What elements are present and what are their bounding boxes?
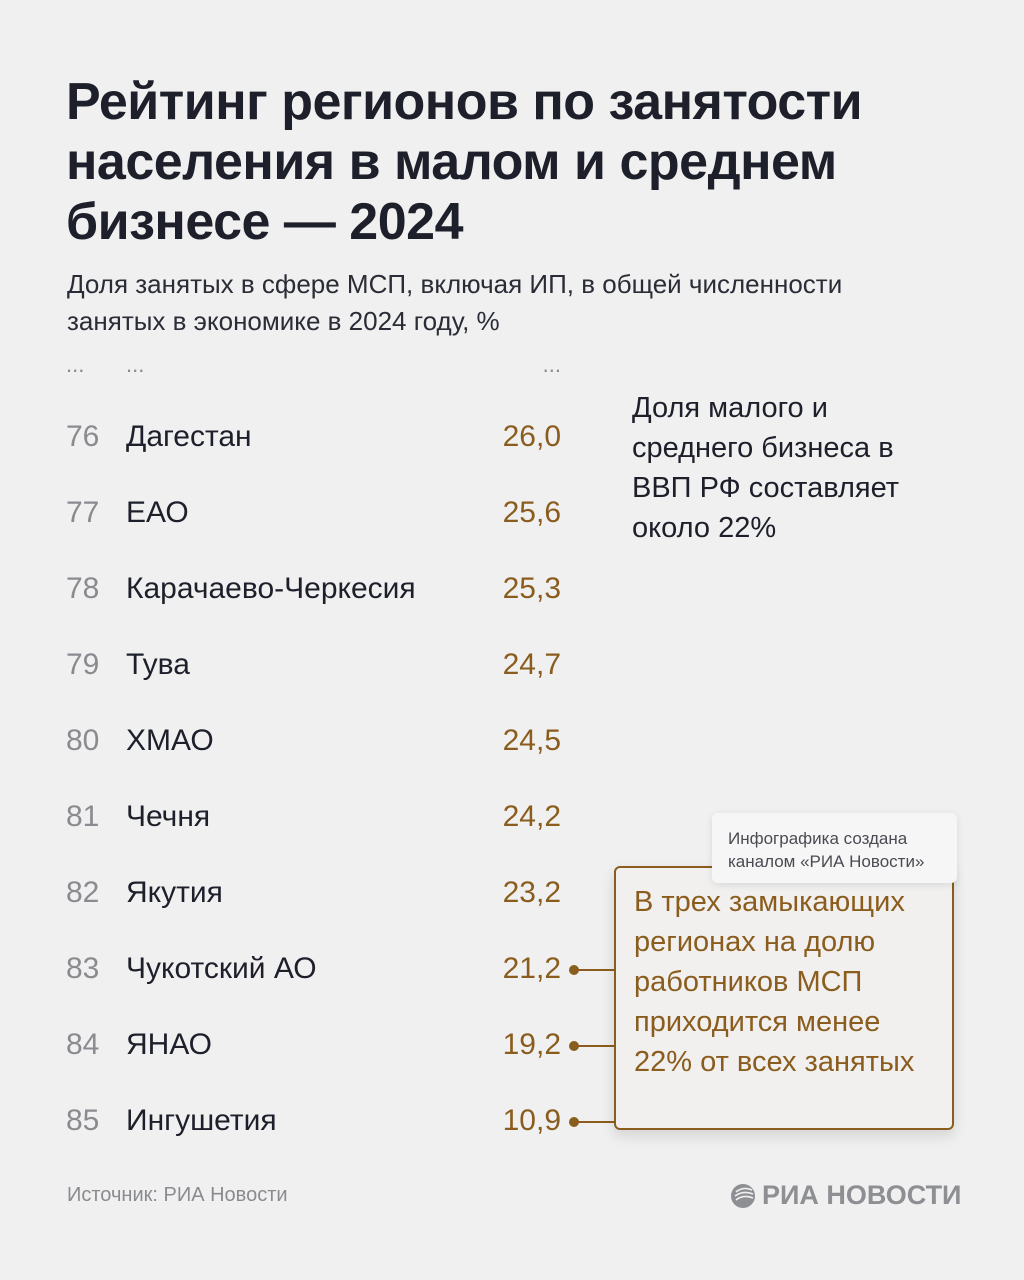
row-rank: 82 bbox=[66, 876, 100, 909]
connector-dot bbox=[569, 1117, 579, 1127]
ellipsis-value: ... bbox=[542, 352, 561, 377]
source: Источник: РИА Новости bbox=[67, 1184, 288, 1206]
row-value: 21,2 bbox=[502, 952, 561, 985]
row-value: 23,2 bbox=[502, 876, 561, 909]
row-region: Дагестан bbox=[126, 420, 252, 453]
row-value: 19,2 bbox=[502, 1028, 561, 1061]
side-note: Доля малого и среднего бизнеса в ВВП РФ … bbox=[632, 392, 900, 544]
ellipsis-name: ... bbox=[126, 352, 145, 377]
ria-logo: РИА НОВОСТИ bbox=[730, 1180, 961, 1211]
connector-85 bbox=[569, 1117, 615, 1127]
table-row: 85 Ингушетия 10,9 bbox=[0, 1104, 600, 1144]
table-row: 76 Дагестан 26,0 bbox=[0, 420, 600, 460]
row-value: 10,9 bbox=[502, 1104, 561, 1137]
connector-83 bbox=[569, 965, 615, 975]
page-title: Рейтинг регионов по занятости населения … bbox=[66, 73, 863, 251]
row-region: Тува bbox=[126, 648, 190, 681]
row-value: 25,3 bbox=[502, 572, 561, 605]
row-rank: 80 bbox=[66, 724, 100, 757]
row-value: 24,7 bbox=[502, 648, 561, 681]
connector-dot bbox=[569, 1041, 579, 1051]
table-row: 83 Чукотский АО 21,2 bbox=[0, 952, 600, 992]
row-rank: 85 bbox=[66, 1104, 100, 1137]
row-region: Ингушетия bbox=[126, 1104, 277, 1137]
watermark-note: Инфографика создана каналом «РИА Новости… bbox=[712, 813, 957, 883]
table-row: 80 ХМАО 24,5 bbox=[0, 724, 600, 764]
row-region: ЕАО bbox=[126, 496, 189, 529]
ellipsis-row: ... ... ... bbox=[0, 352, 600, 392]
table-row: 84 ЯНАО 19,2 bbox=[0, 1028, 600, 1068]
connector-dot bbox=[569, 965, 579, 975]
row-region: Карачаево-Черкесия bbox=[126, 572, 416, 605]
table-row: 81 Чечня 24,2 bbox=[0, 800, 600, 840]
row-value: 26,0 bbox=[502, 420, 561, 453]
row-rank: 78 bbox=[66, 572, 100, 605]
row-value: 24,5 bbox=[502, 724, 561, 757]
ria-logo-icon bbox=[731, 1183, 755, 1208]
subtitle: Доля занятых в сфере МСП, включая ИП, в … bbox=[67, 269, 843, 336]
callout-text: В трех замыкающих регионах на долю работ… bbox=[634, 886, 915, 1078]
row-rank: 79 bbox=[66, 648, 100, 681]
row-region: Якутия bbox=[126, 876, 223, 909]
row-rank: 84 bbox=[66, 1028, 100, 1061]
table-row: 82 Якутия 23,2 bbox=[0, 876, 600, 916]
table-row: 78 Карачаево-Черкесия 25,3 bbox=[0, 572, 600, 612]
row-region: Чукотский АО bbox=[126, 952, 317, 985]
row-rank: 83 bbox=[66, 952, 100, 985]
ellipsis-rank: ... bbox=[66, 352, 85, 377]
connector-84 bbox=[569, 1041, 615, 1051]
table-row: 79 Тува 24,7 bbox=[0, 648, 600, 688]
callout-box: В трех замыкающих регионах на долю работ… bbox=[614, 866, 954, 1130]
row-rank: 81 bbox=[66, 800, 100, 833]
row-rank: 76 bbox=[66, 420, 100, 453]
row-region: ЯНАО bbox=[126, 1028, 213, 1061]
row-value: 25,6 bbox=[502, 496, 561, 529]
row-region: ХМАО bbox=[126, 724, 214, 757]
row-rank: 77 bbox=[66, 496, 100, 529]
logo-text: РИА НОВОСТИ bbox=[762, 1180, 962, 1210]
row-region: Чечня bbox=[126, 800, 211, 833]
table-row: 77 ЕАО 25,6 bbox=[0, 496, 600, 536]
row-value: 24,2 bbox=[502, 800, 561, 833]
